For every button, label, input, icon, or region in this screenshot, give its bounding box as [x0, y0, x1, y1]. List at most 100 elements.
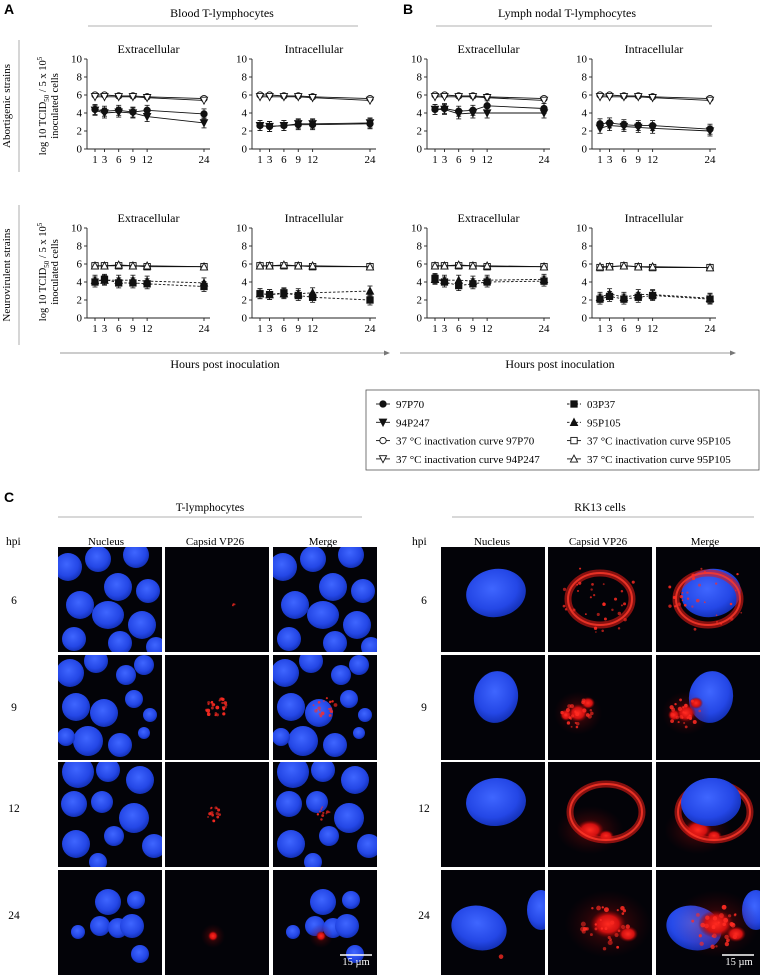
- capsid-speck: [322, 811, 325, 815]
- capsid-speck: [596, 905, 601, 911]
- legend-marker: [570, 400, 578, 408]
- capsid-speck: [577, 590, 579, 592]
- capsid-speck: [210, 811, 214, 815]
- nucleus-shape: [338, 547, 364, 568]
- data-point: [366, 296, 374, 304]
- data-point: [128, 93, 138, 102]
- nucleus-shape: [126, 766, 154, 794]
- data-point: [255, 288, 265, 298]
- x-tick-label: 3: [442, 323, 448, 335]
- micro-tlymph-nucleus-24: [58, 870, 162, 975]
- hpi-6-right: 6: [421, 595, 427, 607]
- micrograph-background: [165, 547, 269, 652]
- data-point: [482, 109, 492, 118]
- nucleus-shape: [138, 727, 150, 739]
- nucleus-shape: [277, 830, 305, 858]
- capsid-speck: [693, 627, 697, 631]
- data-point: [633, 123, 643, 133]
- capsid-speck: [616, 909, 619, 912]
- capsid-speck: [570, 714, 575, 718]
- capsid-speck: [623, 602, 627, 606]
- data-point: [308, 120, 317, 129]
- capsid-speck: [569, 717, 573, 720]
- svg-text:inoculated cells: inoculated cells: [50, 239, 61, 305]
- x-tick-label: 9: [636, 154, 642, 166]
- micro-tlymph-capsid-12: [165, 762, 269, 867]
- capsid-speck: [719, 913, 724, 918]
- data-point: [440, 105, 449, 115]
- nucleus-shape: [62, 762, 94, 788]
- capsid-speck: [732, 934, 737, 940]
- data-point: [199, 119, 209, 128]
- nucleus-shape: [341, 766, 369, 794]
- micro-tlymph-merge-12: [273, 762, 377, 867]
- panel-label-b: B: [403, 1, 413, 17]
- capsid-speck: [570, 704, 574, 709]
- col-nucleus-left: Nucleus: [88, 536, 124, 548]
- capsid-speck: [730, 579, 733, 582]
- nucleus-shape: [62, 627, 86, 651]
- nucleus-shape: [91, 791, 113, 813]
- x-tick-label: 1: [597, 323, 603, 335]
- capsid-ring-core: [567, 572, 633, 626]
- y-tick-label: 2: [417, 126, 423, 138]
- capsid-speck: [698, 583, 701, 587]
- capsid-speck: [684, 725, 688, 729]
- capsid-speck: [726, 939, 729, 943]
- data-point: [100, 275, 109, 284]
- y-axis-label-bottom: log 10 TCID50 / 5 x 105 inoculated cells: [36, 222, 61, 321]
- capsid-speck: [724, 934, 729, 940]
- capsid-speck: [611, 608, 614, 612]
- legend-item: 97P70: [376, 399, 425, 411]
- nucleus-shape: [90, 699, 118, 727]
- capsid-speck: [679, 594, 684, 599]
- series-line-95p105: [434, 278, 545, 282]
- data-point: [142, 276, 152, 285]
- nucleus-shape: [108, 733, 132, 757]
- micro-rk13-nucleus-6: [441, 547, 545, 652]
- capsid-speck: [715, 620, 719, 623]
- x-tick-label: 24: [199, 323, 211, 335]
- data-point: [482, 261, 492, 270]
- capsid-speck: [317, 700, 321, 704]
- legend-label: 03P37: [587, 399, 616, 411]
- capsid-speck: [233, 603, 236, 606]
- data-point: [705, 96, 715, 106]
- data-point: [648, 124, 657, 134]
- capsid-speck: [207, 700, 211, 704]
- capsid-speck: [603, 907, 609, 913]
- y-tick-label: 10: [236, 223, 248, 235]
- nucleus-shape: [361, 637, 377, 652]
- x-axis-label-right: Hours post inoculation: [505, 357, 614, 371]
- nucleus-shape: [62, 830, 90, 858]
- nucleus-shape: [319, 573, 347, 601]
- nucleus-shape: [95, 889, 121, 915]
- y-tick-label: 8: [417, 241, 423, 253]
- nucleus-shape: [351, 579, 375, 603]
- capsid-speck: [670, 713, 675, 717]
- x-tick-label: 3: [267, 154, 273, 166]
- micrograph-background: [548, 547, 652, 652]
- legend-item: 37 °C inactivation curve 97P70: [376, 436, 535, 448]
- x-arrow-left-head: [384, 350, 390, 356]
- capsid-speck: [219, 697, 223, 701]
- capsid-speck: [595, 631, 597, 633]
- data-point: [648, 94, 657, 103]
- y-tick-label: 2: [242, 295, 248, 307]
- y-tick-label: 2: [77, 126, 83, 138]
- capsid-speck: [218, 813, 222, 817]
- capsid-speck: [564, 713, 568, 717]
- capsid-speck: [692, 577, 696, 581]
- data-point: [200, 110, 208, 118]
- data-point: [293, 93, 303, 102]
- y-tick-label: 8: [77, 72, 83, 84]
- capsid-signal: [316, 931, 326, 941]
- nucleus-shape: [116, 665, 136, 685]
- capsid-speck: [211, 813, 215, 817]
- capsid-speck: [730, 617, 734, 621]
- data-point: [539, 109, 549, 118]
- nucleus-shape: [89, 853, 107, 867]
- capsid-speck: [560, 710, 564, 715]
- svg-text:log 10 TCID50 / 5 x 105: log 10 TCID50 / 5 x 105: [36, 56, 51, 155]
